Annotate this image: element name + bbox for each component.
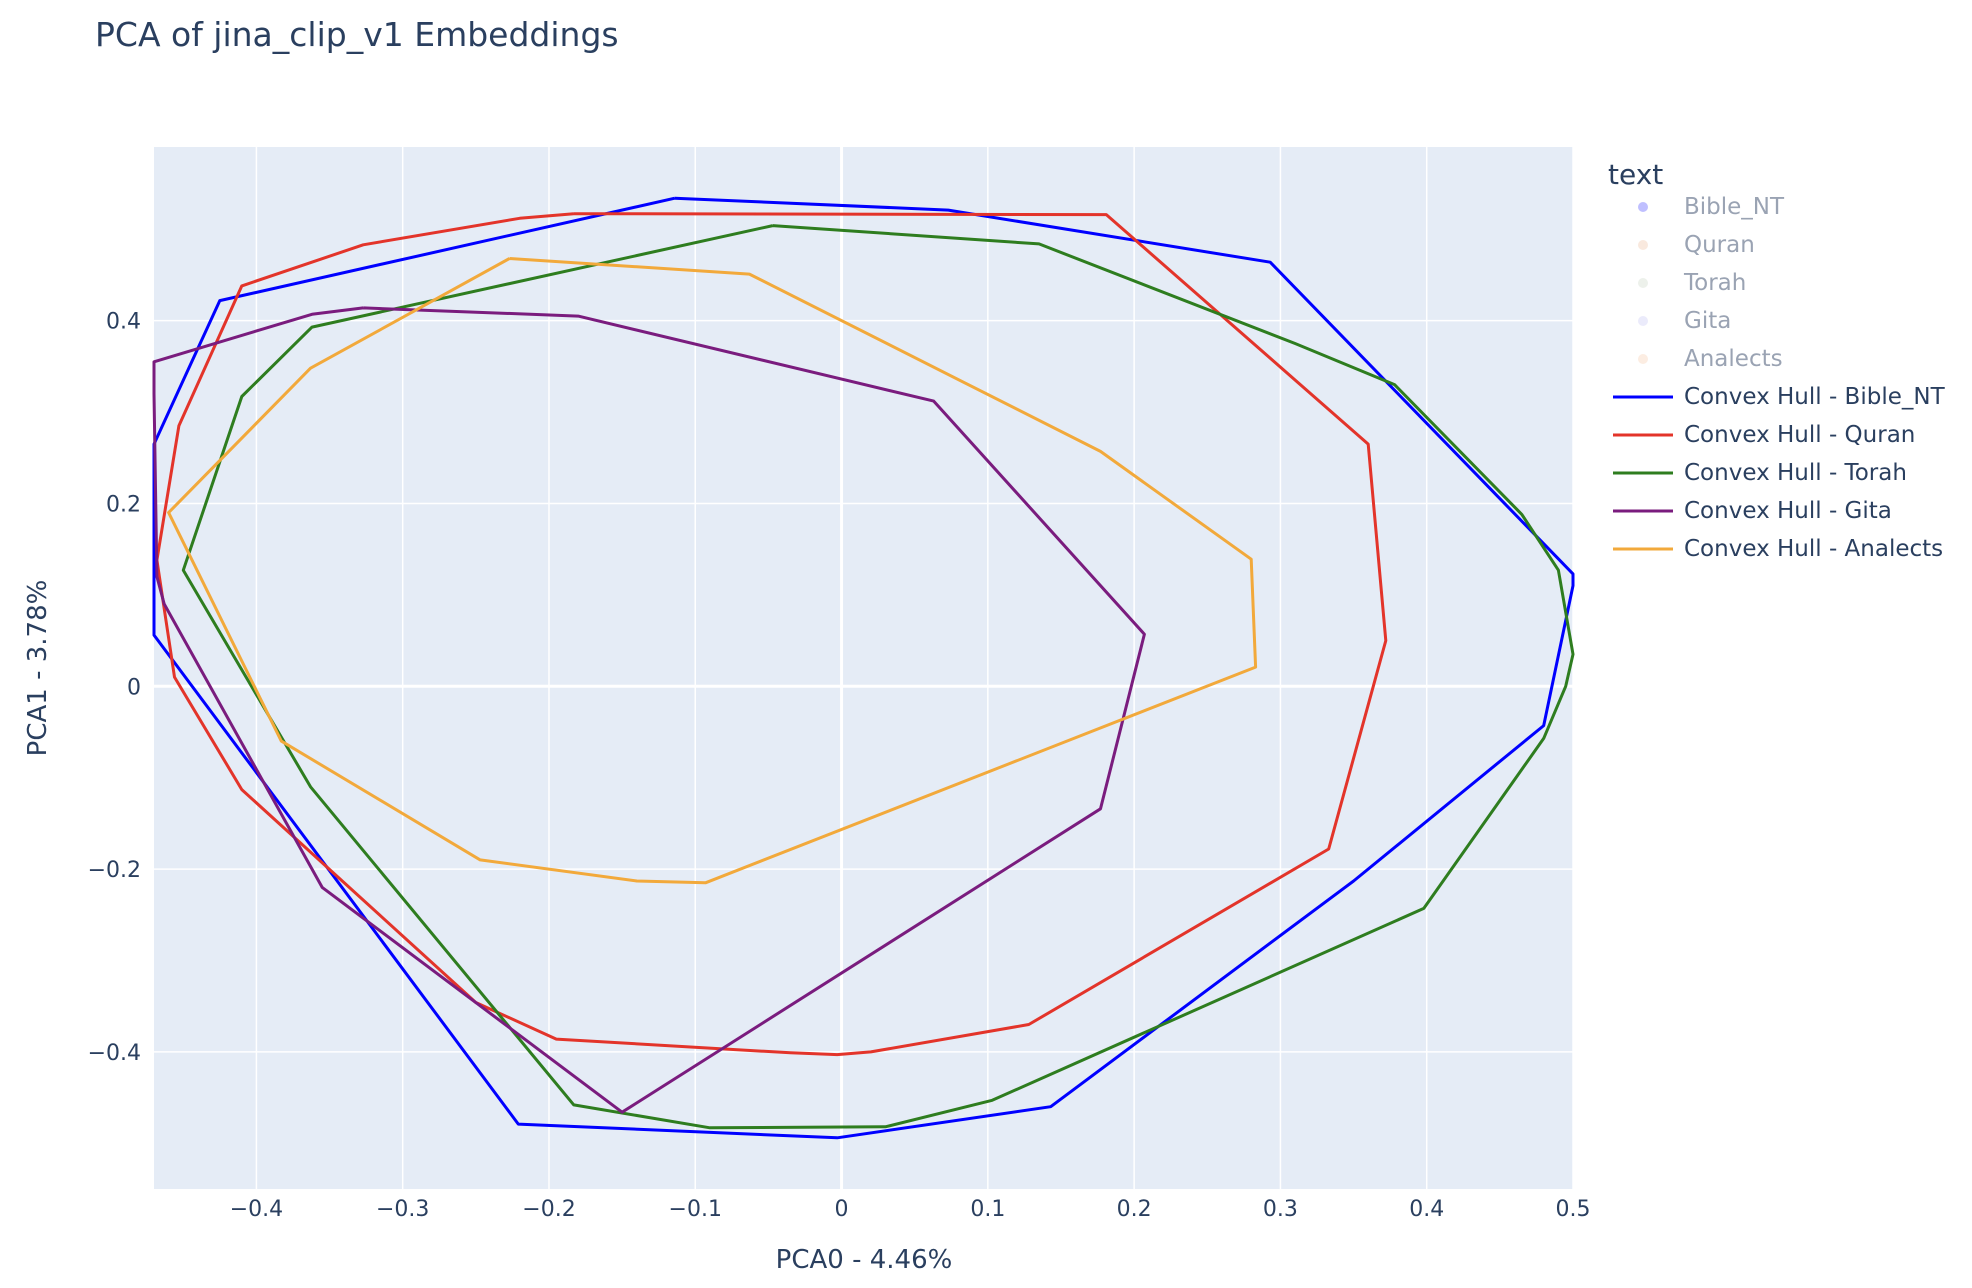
legend-item-label[interactable]: Convex Hull - Analects bbox=[1684, 536, 1943, 562]
x-tick-label: 0.1 bbox=[970, 1197, 1005, 1222]
hull-line-gita bbox=[152, 306, 1146, 1114]
hull-line-torah bbox=[181, 224, 1575, 1130]
y-tick-label: −0.4 bbox=[88, 1041, 141, 1066]
y-tick-labels: −0.4 −0.2 0 0.2 0.4 bbox=[88, 310, 141, 1066]
grid-lines bbox=[154, 147, 1574, 1189]
hull-line-quran bbox=[155, 212, 1388, 1057]
y-tick-label: 0.2 bbox=[106, 492, 141, 517]
x-tick-label: 0 bbox=[835, 1197, 849, 1222]
x-tick-label: 0.4 bbox=[1409, 1197, 1444, 1222]
chart-title: PCA of jina_clip_v1 Embeddings bbox=[95, 15, 619, 54]
x-tick-label: −0.2 bbox=[522, 1197, 575, 1222]
y-tick-label: −0.2 bbox=[88, 858, 141, 883]
legend-marker bbox=[1638, 278, 1648, 288]
x-tick-labels: −0.4 −0.3 −0.2 −0.1 0 0.1 0.2 0.3 0.4 0.5 bbox=[230, 1197, 1591, 1222]
x-tick-label: 0.5 bbox=[1556, 1197, 1591, 1222]
legend-marker bbox=[1638, 316, 1648, 326]
hull-series bbox=[152, 196, 1575, 1140]
x-tick-label: −0.1 bbox=[669, 1197, 722, 1222]
legend-item-label[interactable]: Bible_NT bbox=[1684, 194, 1785, 220]
x-axis-title: PCA0 - 4.46% bbox=[776, 1245, 953, 1275]
x-tick-label: 0.3 bbox=[1263, 1197, 1298, 1222]
y-tick-label: 0 bbox=[127, 675, 141, 700]
x-tick-label: 0.2 bbox=[1117, 1197, 1152, 1222]
y-axis-title: PCA1 - 3.78% bbox=[23, 580, 53, 757]
legend-item-label[interactable]: Torah bbox=[1683, 270, 1746, 296]
legend-item-label[interactable]: Convex Hull - Bible_NT bbox=[1684, 384, 1946, 410]
legend-item-label[interactable]: Convex Hull - Torah bbox=[1684, 460, 1907, 486]
hull-line-analects bbox=[167, 257, 1258, 885]
legend-item-label[interactable]: Quran bbox=[1684, 232, 1755, 258]
plot-background bbox=[154, 147, 1573, 1189]
legend: text Bible_NT Quran Torah Gita Analects Conve… bbox=[1608, 158, 1946, 562]
legend-item-label[interactable]: Convex Hull - Quran bbox=[1684, 422, 1915, 448]
x-tick-label: −0.4 bbox=[230, 1197, 283, 1222]
legend-marker bbox=[1638, 240, 1648, 250]
legend-item-label[interactable]: Analects bbox=[1684, 346, 1783, 372]
legend-marker bbox=[1638, 202, 1648, 212]
legend-title: text bbox=[1608, 158, 1663, 191]
x-tick-label: −0.3 bbox=[376, 1197, 429, 1222]
legend-item-label[interactable]: Convex Hull - Gita bbox=[1684, 498, 1892, 524]
legend-item-label[interactable]: Gita bbox=[1684, 308, 1731, 334]
legend-marker bbox=[1638, 354, 1648, 364]
y-tick-label: 0.4 bbox=[106, 310, 141, 335]
